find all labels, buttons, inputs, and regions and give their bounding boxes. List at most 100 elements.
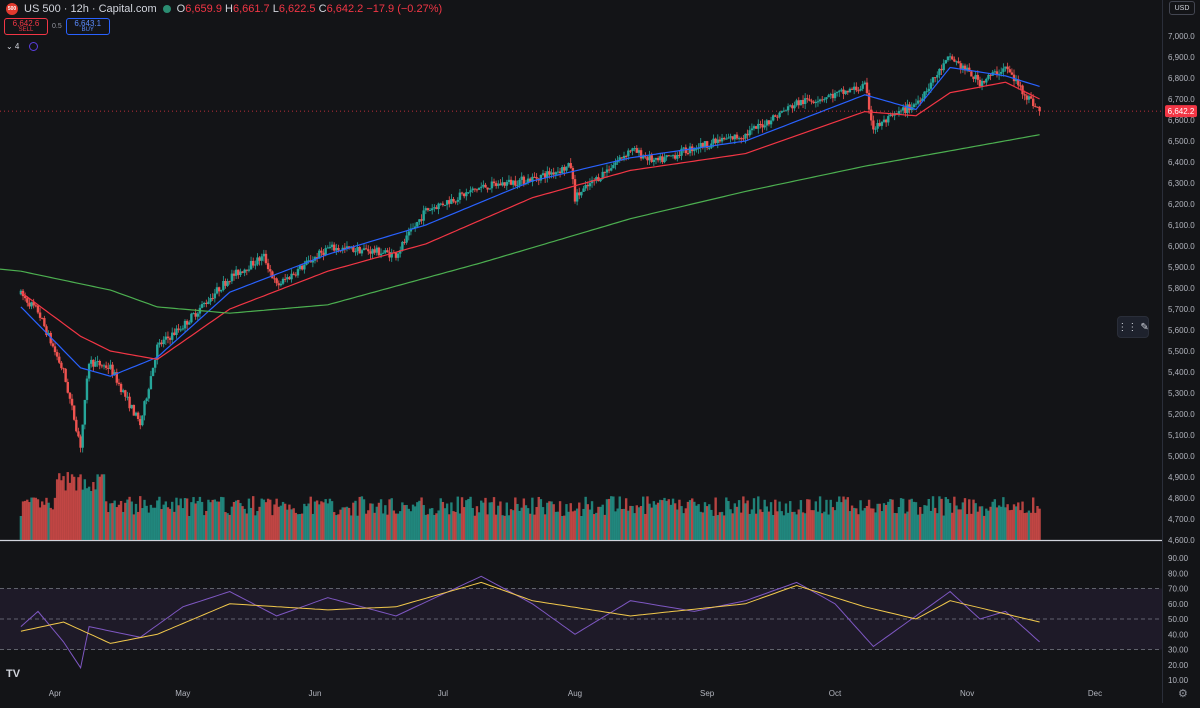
candle-body (1004, 66, 1007, 69)
volume-bar (49, 507, 52, 540)
candle-body (708, 147, 711, 149)
buy-button[interactable]: 6,643.1 BUY (65, 18, 110, 35)
candle-body (637, 150, 641, 153)
tradingview-logo-icon[interactable]: TV (6, 668, 21, 680)
candle-body (183, 320, 187, 329)
candle-body (454, 201, 457, 203)
candle-body (844, 90, 847, 94)
volume-bar (196, 500, 199, 540)
ma-line-sma-long-extension (0, 268, 21, 272)
candle-body (1023, 94, 1026, 96)
volume-bar (100, 474, 104, 540)
volume-bar (109, 503, 112, 540)
drag-handle-icon[interactable]: ⋮⋮ (1117, 321, 1138, 333)
candle-body (511, 180, 515, 185)
volume-bar (844, 499, 847, 540)
candle-body (320, 250, 323, 253)
volume-bar (68, 482, 72, 540)
price-tick-label: 4,800.0 (1168, 494, 1195, 503)
volume-bar (32, 497, 35, 540)
indicators-collapse-button[interactable]: ⌄ 4 (6, 42, 20, 51)
volume-bar (575, 508, 579, 540)
volume-bar (518, 510, 521, 540)
volume-bar (620, 509, 624, 540)
candle-body (752, 126, 756, 129)
settings-gear-icon[interactable]: ⚙ (1178, 688, 1188, 700)
volume-bar (222, 497, 225, 540)
candle-body (109, 364, 112, 369)
volume-bar (211, 499, 214, 540)
candle-body (258, 257, 261, 261)
volume-bar (298, 514, 302, 540)
volume-bar (247, 498, 251, 540)
candle-body (68, 392, 72, 399)
candle-body (771, 115, 775, 121)
volume-bar (166, 507, 170, 540)
candle-body (923, 91, 926, 99)
volume-bar (582, 508, 585, 540)
rsi-tick-label: 50.00 (1168, 615, 1189, 624)
volume-bar (386, 514, 389, 540)
candle-body (942, 63, 945, 71)
candle-body (627, 150, 630, 157)
symbol-header[interactable]: 500 US 500 · 12h · Capital.com O6,659.9 … (6, 2, 442, 16)
candle-body (541, 173, 545, 175)
candle-body (865, 82, 869, 94)
symbol-logo: 500 (6, 3, 18, 15)
volume-bar (863, 508, 867, 540)
candle-body (842, 89, 845, 94)
candle-body (1017, 79, 1020, 86)
volume-bar (75, 490, 78, 540)
candle-body (462, 193, 466, 197)
volume-bar (356, 515, 359, 540)
candle-body (220, 290, 223, 292)
symbol-title[interactable]: US 500 · 12h · Capital.com (24, 3, 157, 15)
volume-bar (313, 501, 317, 540)
candle-body (202, 302, 206, 305)
candle-body (243, 269, 246, 273)
candle-body (251, 260, 255, 266)
candle-body (546, 171, 549, 178)
candle-body (799, 100, 803, 106)
volume-bar (126, 499, 129, 540)
drawing-toolbar[interactable]: ⋮⋮ ✎ (1117, 316, 1149, 338)
volume-bar (874, 512, 877, 540)
volume-bar (354, 500, 357, 540)
volume-bar (901, 498, 905, 540)
volume-bar (494, 514, 498, 540)
candle-body (254, 264, 257, 266)
candle-body (234, 269, 238, 276)
candle-body (761, 124, 764, 128)
candle-body (550, 172, 553, 175)
candle-body (98, 360, 101, 366)
volume-bar (315, 500, 319, 540)
indicator-circle-icon[interactable] (29, 42, 39, 51)
candle-body (916, 100, 920, 104)
volume-bar (83, 479, 87, 540)
candle-body (776, 116, 779, 118)
volume-bar (635, 505, 639, 540)
volume-bar (405, 504, 408, 540)
candle-body (859, 88, 862, 91)
candle-body (192, 313, 195, 315)
volume-bar (58, 473, 61, 540)
volume-bar (678, 499, 681, 540)
volume-bar (411, 504, 415, 540)
candle-body (405, 235, 408, 243)
volume-bar (347, 507, 351, 540)
candle-body (801, 100, 805, 105)
currency-button[interactable]: USD (1169, 1, 1195, 15)
candle-body (168, 338, 172, 340)
candle-body (177, 328, 180, 330)
candle-body (260, 256, 263, 261)
volume-bar (156, 500, 159, 540)
candle-body (207, 301, 210, 304)
candle-body (266, 263, 270, 270)
candle-body (618, 157, 621, 161)
sell-button[interactable]: 6,642.6 SELL (4, 18, 48, 35)
draw-tool-icon[interactable]: ✎ (1140, 321, 1149, 333)
candle-body (83, 399, 87, 425)
volume-bar (686, 501, 690, 540)
